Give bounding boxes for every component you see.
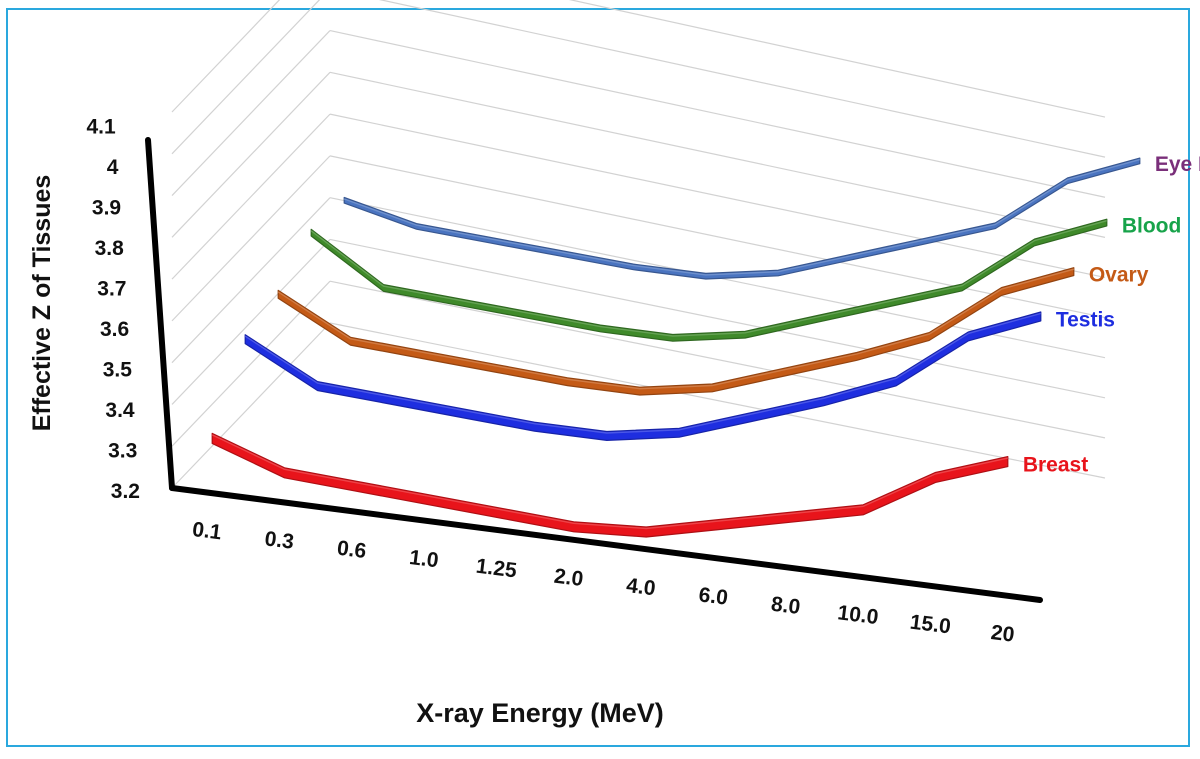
- gridline-side: [171, 0, 281, 113]
- y-tick-label: 3.2: [111, 480, 140, 503]
- gridline-side: [171, 322, 331, 489]
- y-tick-label: 3.4: [105, 399, 135, 422]
- gridline-side: [171, 155, 331, 322]
- series-line-blood: [310, 218, 1108, 342]
- y-tick-label: 3.8: [95, 237, 125, 260]
- y-tick-label: 3.7: [97, 278, 126, 301]
- series-label-ovary: Ovary: [1089, 264, 1149, 287]
- x-axis-title: X-ray Energy (MeV): [416, 698, 664, 728]
- y-tick-label: 3.3: [108, 440, 137, 463]
- series-highlight-blood: [310, 220, 1107, 337]
- series-label-testis: Testis: [1056, 308, 1115, 331]
- gridline-back: [329, 71, 1106, 238]
- series-highlight-testis: [244, 312, 1041, 434]
- y-tick-label: 4.1: [86, 116, 116, 139]
- series-line-breast: [211, 432, 1009, 538]
- series-label-eye-lens: Eye Lens: [1155, 153, 1200, 176]
- x-tick-label: 0.6: [336, 537, 368, 563]
- gridline-back: [329, 29, 1106, 198]
- series-line-testis: [244, 311, 1042, 441]
- gridline-back: [329, 238, 1106, 399]
- x-tick-label: 8.0: [770, 593, 802, 619]
- gridline-back: [329, 280, 1106, 439]
- series-labels: Eye Lens Blood Ovary Testis Breast: [1023, 153, 1200, 477]
- x-tick-label: 0.1: [191, 518, 223, 544]
- x-tick-label: 4.0: [625, 574, 657, 600]
- gridline-back: [378, 0, 1106, 158]
- series-highlight-breast: [211, 434, 1008, 530]
- gridline-side: [171, 30, 331, 196]
- gridline-side: [171, 71, 331, 238]
- series-line-eye-lens: [343, 157, 1141, 280]
- series-highlight-ovary: [277, 268, 1074, 390]
- gridline-side: [171, 280, 331, 447]
- x-axis-line: [169, 485, 1043, 603]
- y-tick-labels: 3.2 3.3 3.4 3.5 3.6 3.7 3.8 3.9 4 4.1: [86, 116, 140, 504]
- y-tick-label: 3.5: [103, 359, 133, 382]
- series-highlight-eye-lens: [343, 158, 1140, 276]
- x-tick-label: 1.25: [475, 555, 519, 583]
- axes: [145, 137, 1043, 603]
- gridline-back: [568, 0, 1106, 118]
- gridline-back: [329, 113, 1106, 279]
- x-tick-label: 0.3: [263, 527, 295, 553]
- series-lines: [211, 157, 1141, 538]
- gridline-side: [171, 113, 331, 280]
- series-line-ovary: [277, 267, 1075, 396]
- y-tick-label: 3.9: [92, 197, 121, 220]
- gridline-back: [329, 155, 1106, 319]
- gridline-side: [171, 0, 321, 155]
- x-tick-label: 1.0: [408, 546, 440, 572]
- gridline-side: [171, 239, 331, 405]
- y-tick-label: 4: [107, 156, 119, 179]
- x-tick-label: 15.0: [909, 611, 952, 639]
- x-tick-label: 6.0: [697, 583, 729, 609]
- x-tick-labels: 0.1 0.3 0.6 1.0 1.25 2.0 4.0 6.0 8.0 10.0 15.0 20: [191, 518, 1016, 647]
- series-label-breast: Breast: [1023, 454, 1088, 477]
- gridline-side: [171, 197, 331, 364]
- y-axis-line: [145, 137, 175, 491]
- gridline-back: [329, 322, 1106, 479]
- chart-frame: [6, 8, 1190, 747]
- series-label-blood: Blood: [1122, 215, 1181, 238]
- gridlines: [171, 0, 1106, 489]
- x-tick-label: 2.0: [553, 565, 585, 591]
- y-axis-title: Effective Z of Tissues: [28, 175, 56, 432]
- x-tick-label: 10.0: [836, 601, 879, 629]
- y-tick-label: 3.6: [100, 318, 129, 341]
- x-tick-label: 20: [990, 621, 1016, 647]
